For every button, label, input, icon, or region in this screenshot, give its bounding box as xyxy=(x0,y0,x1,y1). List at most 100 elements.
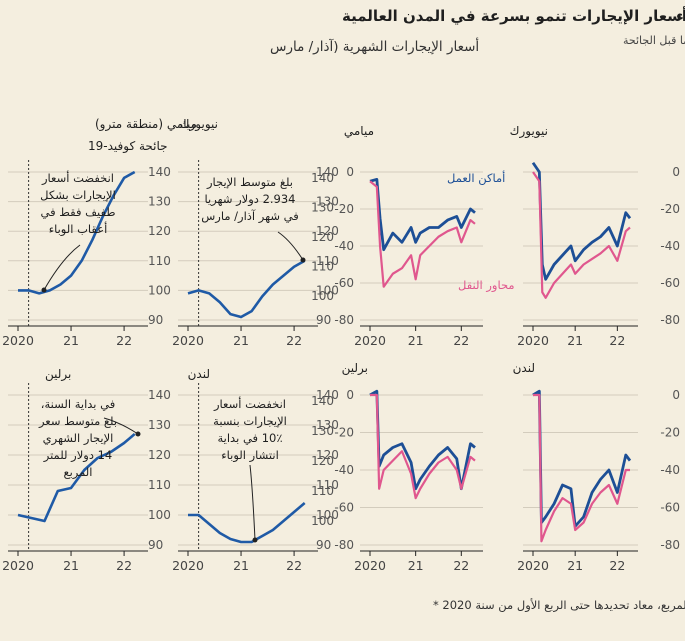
y-tick-label-secondary: 140 xyxy=(311,171,334,185)
series-line-workplaces xyxy=(369,389,476,491)
x-tick-label: 21 xyxy=(408,558,424,573)
y-tick-label: 100 xyxy=(148,283,171,297)
y-tick-label: 90 xyxy=(316,538,331,552)
x-tick-label: 2020 xyxy=(2,333,34,348)
y-tick-label: -60 xyxy=(660,276,680,290)
x-tick-label: 2020 xyxy=(354,558,386,573)
annotation-text: 10٪ في بداية xyxy=(217,431,282,445)
y-tick-label: 100 xyxy=(148,508,171,522)
series-line-transit xyxy=(532,171,631,299)
x-tick-label: 2020 xyxy=(354,333,386,348)
x-tick-label: 2020 xyxy=(517,333,549,348)
series-line-transit xyxy=(369,180,476,288)
y-tick-label-secondary: 130 xyxy=(311,424,334,438)
y-tick-label: -60 xyxy=(660,501,680,515)
city-label: لندن xyxy=(513,361,535,375)
y-tick-label: 100 xyxy=(316,283,339,297)
annotation-text: المربع xyxy=(63,465,92,480)
y-tick-label-secondary: 120 xyxy=(311,454,334,468)
y-tick-label-secondary: 130 xyxy=(311,201,334,215)
annotation-leader xyxy=(43,244,81,291)
x-tick-label: 22 xyxy=(453,333,469,348)
right-subtitle: (٪) تغيير في عدد الزيارات بالنسبة إلى فت… xyxy=(623,34,685,47)
x-tick-label: 2020 xyxy=(172,333,204,348)
legend-workplaces: أماكن العمل xyxy=(447,170,505,186)
y-tick-label: 110 xyxy=(148,478,171,492)
city-label: لندن xyxy=(188,367,210,381)
annotation-text: انخفضت أسعار xyxy=(213,396,286,412)
series-line-workplaces xyxy=(532,389,632,528)
x-tick-label: 22 xyxy=(286,333,302,348)
y-tick-label: -60 xyxy=(334,276,354,290)
annotation-text: 2.934 دولار شهريا xyxy=(204,192,295,207)
x-tick-label: 22 xyxy=(116,558,132,573)
annotation-text: انخفضت أسعار xyxy=(41,170,114,186)
x-tick-label: 2020 xyxy=(2,558,34,573)
y-tick-label: 140 xyxy=(316,388,339,402)
x-tick-label: 22 xyxy=(453,558,469,573)
x-tick-label: 21 xyxy=(233,558,249,573)
y-tick-label: 0 xyxy=(672,388,680,402)
y-tick-label: 130 xyxy=(316,195,339,209)
city-label: برلين xyxy=(342,361,368,376)
y-tick-label: -20 xyxy=(334,426,354,440)
annotation-text: في بداية السنة، xyxy=(41,397,116,411)
series-line-rent xyxy=(187,259,306,319)
x-tick-label: 21 xyxy=(233,333,249,348)
y-tick-label-secondary: 100 xyxy=(311,289,334,303)
annotation-label: جائحة كوفيد-19 xyxy=(88,139,168,154)
y-tick-label: 110 xyxy=(316,254,339,268)
left-subtitle: أسعار الإيجارات الشهرية (آذار/ مارس xyxy=(270,37,479,55)
y-tick-label: 0 xyxy=(346,388,354,402)
x-tick-label: 22 xyxy=(286,558,302,573)
y-tick-label: 130 xyxy=(316,418,339,432)
y-tick-label: -40 xyxy=(334,463,354,477)
y-tick-label: -80 xyxy=(660,538,680,552)
annotation-leader xyxy=(249,464,256,541)
city-label: ميامي xyxy=(344,124,374,138)
annotation-text: بلغ متوسط الإيجار xyxy=(206,175,293,190)
annotation-text: أعقاب الوباء xyxy=(49,221,108,237)
city-label: ميامي (منطقة مترو) xyxy=(95,117,197,132)
y-tick-label: -20 xyxy=(660,202,680,216)
y-tick-label: -60 xyxy=(334,501,354,515)
right-title: لكن المكاتب لا تزال أكثر هدوءًا مما كانت… xyxy=(676,6,685,25)
x-tick-label: 22 xyxy=(116,333,132,348)
x-tick-label: 21 xyxy=(63,558,79,573)
y-tick-label: -40 xyxy=(660,239,680,253)
x-tick-label: 22 xyxy=(609,558,625,573)
series-line-workplaces xyxy=(531,161,632,281)
annotation-text: الإيجار الشهري xyxy=(43,431,114,446)
y-tick-label: 120 xyxy=(148,224,171,238)
y-tick-label: 100 xyxy=(316,508,339,522)
y-tick-label: 120 xyxy=(316,448,339,462)
y-tick-label: 0 xyxy=(346,165,354,179)
x-tick-label: 21 xyxy=(567,558,583,573)
y-tick-label: 120 xyxy=(316,224,339,238)
series-line-transit xyxy=(370,393,476,500)
y-tick-label: -40 xyxy=(660,463,680,477)
series-line-rent xyxy=(188,502,306,544)
y-tick-label: -80 xyxy=(334,538,354,552)
x-tick-label: 2020 xyxy=(172,558,204,573)
y-tick-label: -20 xyxy=(334,202,354,216)
y-tick-label: 110 xyxy=(148,254,171,268)
city-label: برلين xyxy=(45,367,71,382)
x-tick-label: 21 xyxy=(567,333,583,348)
y-tick-label: 90 xyxy=(148,538,163,552)
annotation-dot xyxy=(41,287,47,293)
y-tick-label: 130 xyxy=(148,418,171,432)
y-tick-label: 130 xyxy=(148,195,171,209)
series-line-rent xyxy=(18,170,136,295)
x-tick-label: 21 xyxy=(408,333,424,348)
x-tick-label: 22 xyxy=(609,333,625,348)
annotation-text: الإيجارات بشكل xyxy=(40,188,116,203)
x-tick-label: 21 xyxy=(63,333,79,348)
series-line-workplaces xyxy=(369,177,476,252)
y-tick-label: 110 xyxy=(316,478,339,492)
annotation-text: بلغ متوسط سعر xyxy=(38,414,117,429)
annotation-dot xyxy=(252,537,258,543)
annotation-leader xyxy=(277,231,304,261)
annotation-text: انتشار الوباء xyxy=(221,448,279,463)
